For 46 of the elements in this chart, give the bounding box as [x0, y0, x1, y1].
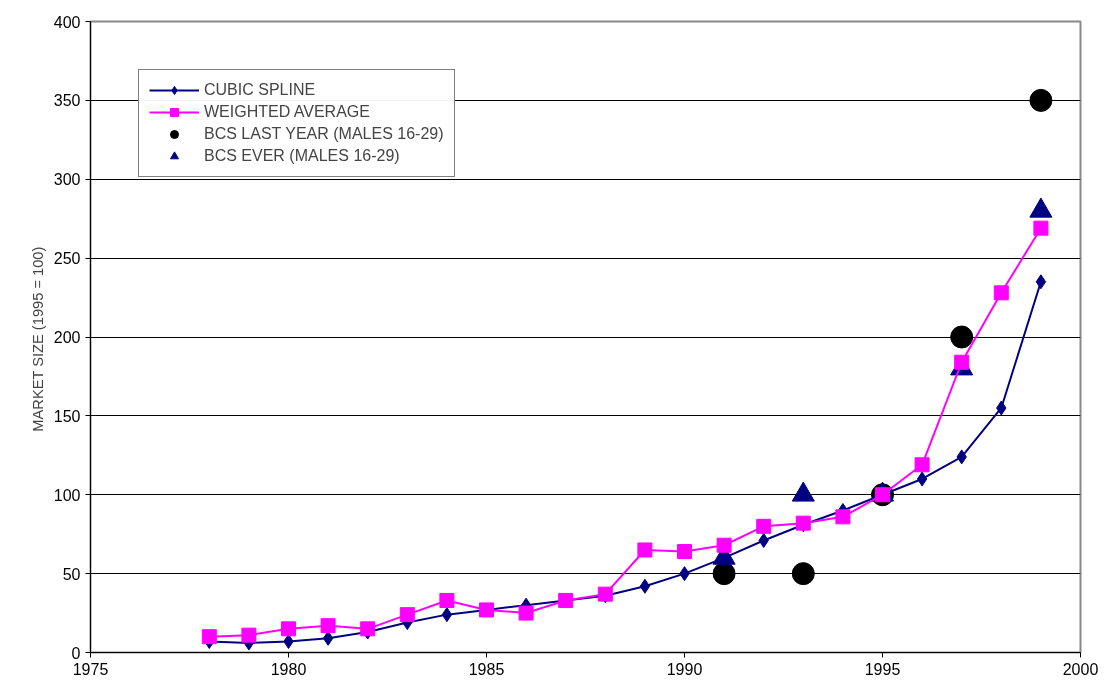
point	[954, 354, 970, 370]
point	[950, 325, 974, 349]
point	[916, 471, 928, 487]
x-tick-label: 1975	[72, 660, 109, 678]
x-tick-label: 1990	[666, 660, 703, 678]
point	[993, 285, 1009, 301]
y-tick-label: 300	[53, 171, 81, 189]
legend-label: CUBIC SPLINE	[204, 81, 316, 99]
point	[201, 629, 217, 645]
y-tick-label: 400	[53, 13, 81, 31]
point	[1033, 220, 1049, 236]
legend-label: BCS LAST YEAR (MALES 16-29)	[204, 125, 444, 143]
legend-label: WEIGHTED AVERAGE	[204, 103, 370, 121]
y-tick-label: 100	[53, 486, 81, 504]
y-axis-title: MARKET SIZE (1995 = 100)	[29, 246, 46, 432]
point	[716, 537, 732, 553]
x-tick-label: 1980	[270, 660, 307, 678]
point	[441, 607, 453, 623]
point	[677, 544, 692, 560]
point	[835, 509, 851, 525]
point	[322, 630, 334, 646]
point	[639, 578, 651, 594]
point	[758, 533, 769, 548]
point	[399, 607, 415, 623]
point	[791, 562, 815, 586]
y-tick-label: 0	[71, 644, 81, 662]
y-tick-label: 150	[53, 407, 81, 425]
point	[281, 621, 296, 637]
point	[1029, 88, 1053, 112]
y-tick-label: 350	[53, 92, 81, 110]
x-tick-label: 2000	[1062, 660, 1099, 678]
point	[518, 605, 534, 621]
point	[320, 618, 336, 634]
x-tick-label: 1985	[468, 660, 505, 678]
point	[756, 518, 772, 534]
x-tick-label: 1995	[864, 660, 901, 678]
legend-label: BCS EVER (MALES 16-29)	[204, 147, 400, 165]
y-tick-label: 200	[53, 329, 81, 346]
point	[439, 592, 455, 608]
point	[712, 562, 736, 586]
point	[914, 457, 930, 473]
y-tick-label: 50	[62, 565, 81, 583]
point	[241, 627, 257, 643]
point	[637, 542, 653, 558]
y-tick-label: 250	[53, 250, 81, 268]
point	[1035, 274, 1047, 290]
